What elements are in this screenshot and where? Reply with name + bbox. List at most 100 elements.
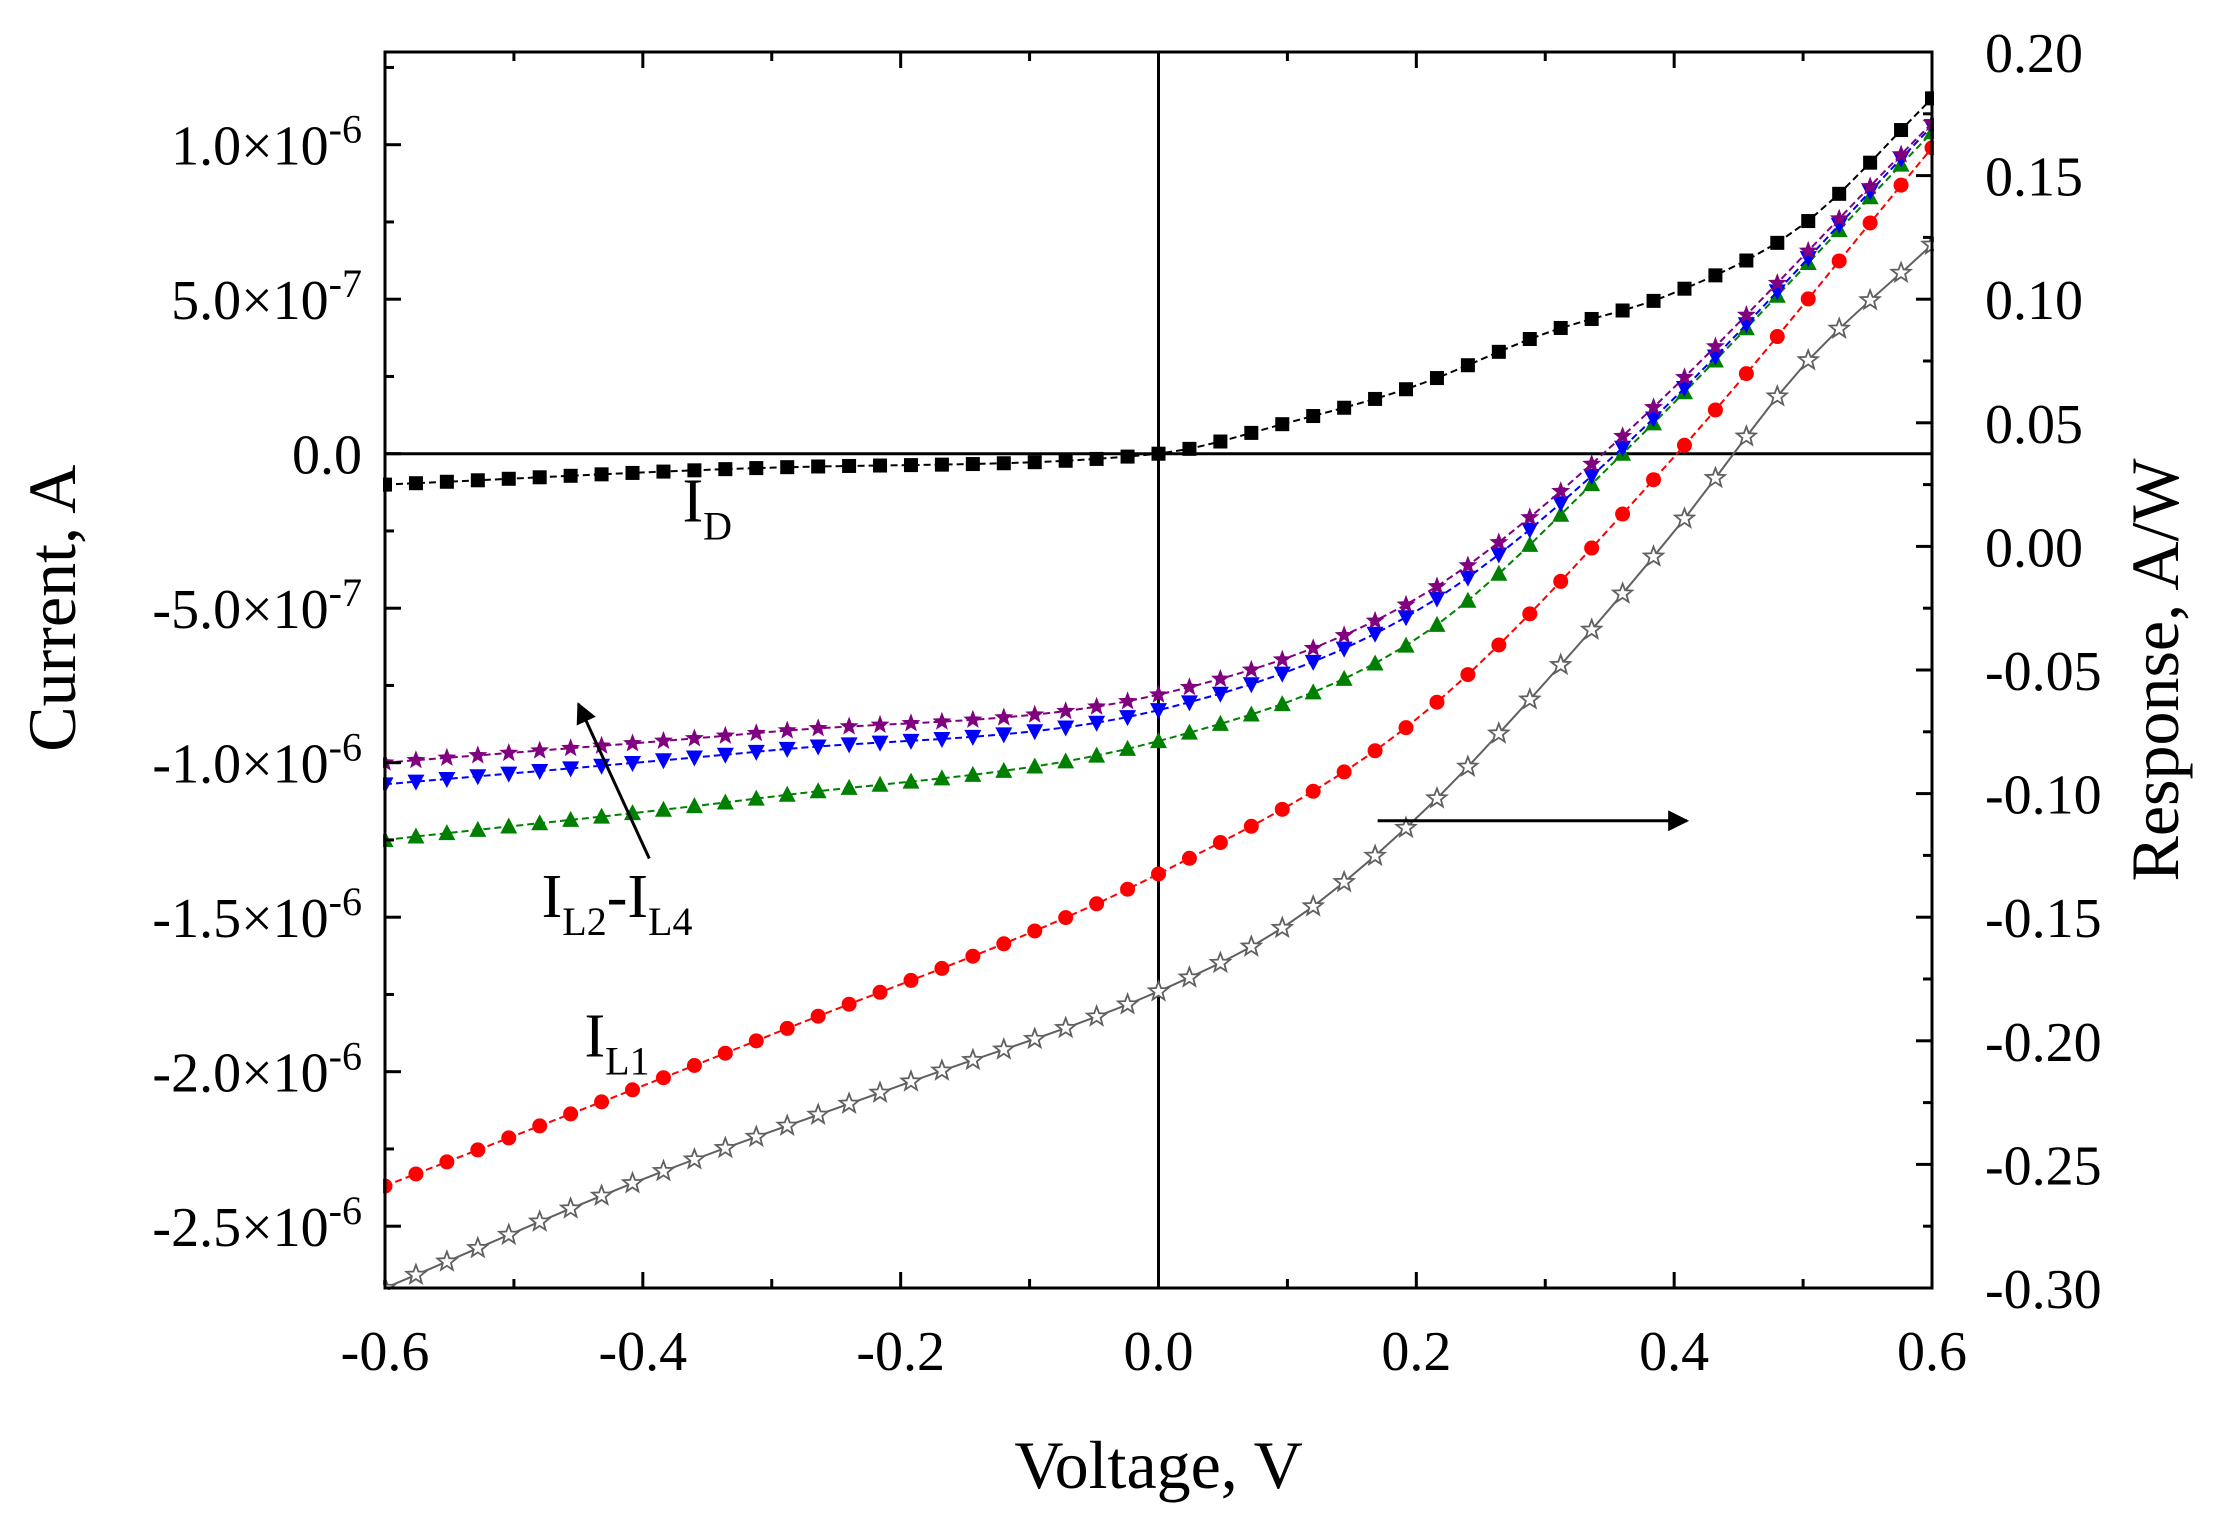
data-point — [872, 984, 888, 1000]
data-point — [744, 1124, 769, 1148]
data-point — [806, 1102, 831, 1125]
data-point — [1584, 311, 1599, 326]
data-point — [1149, 684, 1168, 703]
data-point — [1736, 305, 1756, 324]
data-point — [1177, 965, 1202, 988]
y-tick-label: -1.5×10-6 — [152, 879, 362, 950]
data-point — [809, 782, 827, 799]
data-point — [563, 468, 578, 483]
data-point — [1734, 424, 1759, 447]
data-point — [1368, 391, 1383, 406]
data-point — [654, 800, 672, 817]
data-point — [531, 814, 549, 831]
data-point — [625, 1082, 641, 1098]
data-point — [624, 756, 642, 773]
data-point — [780, 460, 795, 475]
data-point — [1119, 739, 1137, 756]
data-point — [747, 744, 765, 761]
data-point — [407, 827, 425, 844]
data-point — [1925, 91, 1934, 106]
data-point — [902, 733, 920, 750]
series-response — [383, 232, 1934, 1290]
data-point — [1115, 991, 1140, 1015]
data-point — [1582, 454, 1602, 473]
data-point — [960, 1047, 985, 1071]
data-point — [1367, 743, 1383, 759]
y2-tick-label: -0.25 — [1985, 1135, 2102, 1197]
data-point — [965, 457, 980, 472]
data-point — [625, 465, 640, 480]
data-point — [1397, 610, 1415, 627]
data-point — [1270, 915, 1295, 939]
data-point — [655, 1070, 671, 1086]
data-point — [469, 769, 487, 786]
data-point — [996, 456, 1011, 471]
data-point — [1491, 637, 1507, 653]
data-point — [1796, 347, 1821, 371]
data-point — [1677, 281, 1692, 296]
data-point — [1553, 320, 1568, 335]
data-point — [1027, 455, 1042, 470]
data-point — [1770, 235, 1785, 250]
x-axis-title: Voltage, V — [1014, 1427, 1302, 1503]
data-point — [995, 761, 1013, 778]
data-point — [1084, 1004, 1109, 1027]
y2-tick-label: 0.15 — [1985, 147, 2083, 209]
data-point — [1646, 293, 1661, 308]
data-point — [1336, 764, 1352, 780]
data-point — [439, 1154, 455, 1170]
data-point — [686, 1057, 702, 1073]
data-point — [1705, 336, 1725, 355]
data-point — [685, 797, 703, 814]
data-point — [1548, 652, 1573, 676]
data-point — [746, 723, 766, 742]
data-point — [684, 728, 704, 747]
data-point — [1150, 732, 1167, 749]
data-point — [929, 1058, 954, 1081]
y-tick-label: 0.0 — [292, 425, 362, 487]
data-point — [499, 743, 519, 762]
data-point — [1057, 720, 1075, 737]
series-line — [384, 125, 1933, 786]
data-point — [932, 711, 952, 730]
data-point — [840, 778, 858, 795]
data-point — [749, 461, 764, 476]
data-point — [1862, 215, 1878, 231]
data-point — [870, 714, 890, 733]
data-point — [1579, 617, 1604, 640]
data-point — [1304, 654, 1322, 671]
data-point — [902, 772, 920, 789]
data-point — [903, 972, 919, 988]
data-point — [1767, 273, 1787, 292]
data-point — [1675, 367, 1694, 386]
data-point — [1708, 268, 1723, 283]
annotation-i-l2-i-l4: IL2-IL4 — [542, 863, 693, 944]
data-point — [1334, 625, 1354, 644]
data-point — [468, 745, 488, 764]
data-point — [1739, 253, 1754, 268]
y-axis-title: Current, A — [14, 465, 90, 752]
data-point — [496, 1222, 521, 1246]
data-point — [1242, 677, 1260, 694]
data-point — [713, 1135, 738, 1159]
data-point — [1239, 934, 1264, 957]
data-point — [1486, 721, 1511, 744]
data-point — [1399, 382, 1414, 397]
x-tick-label: -0.6 — [341, 1321, 430, 1383]
data-point — [1801, 214, 1816, 229]
data-point — [1583, 468, 1601, 485]
data-point — [811, 459, 826, 474]
data-point — [840, 737, 858, 754]
data-point — [1551, 481, 1571, 500]
data-point — [1272, 649, 1292, 668]
data-point — [1058, 910, 1074, 926]
data-point — [1615, 303, 1630, 318]
data-point — [1120, 449, 1135, 464]
data-point — [1022, 1026, 1047, 1050]
data-point — [996, 936, 1012, 952]
x-tick-label: 0.4 — [1639, 1321, 1709, 1383]
data-point — [439, 474, 454, 489]
y2-tick-label: -0.10 — [1985, 765, 2102, 827]
data-point — [933, 731, 951, 748]
y2-tick-label: 0.05 — [1985, 394, 2083, 456]
